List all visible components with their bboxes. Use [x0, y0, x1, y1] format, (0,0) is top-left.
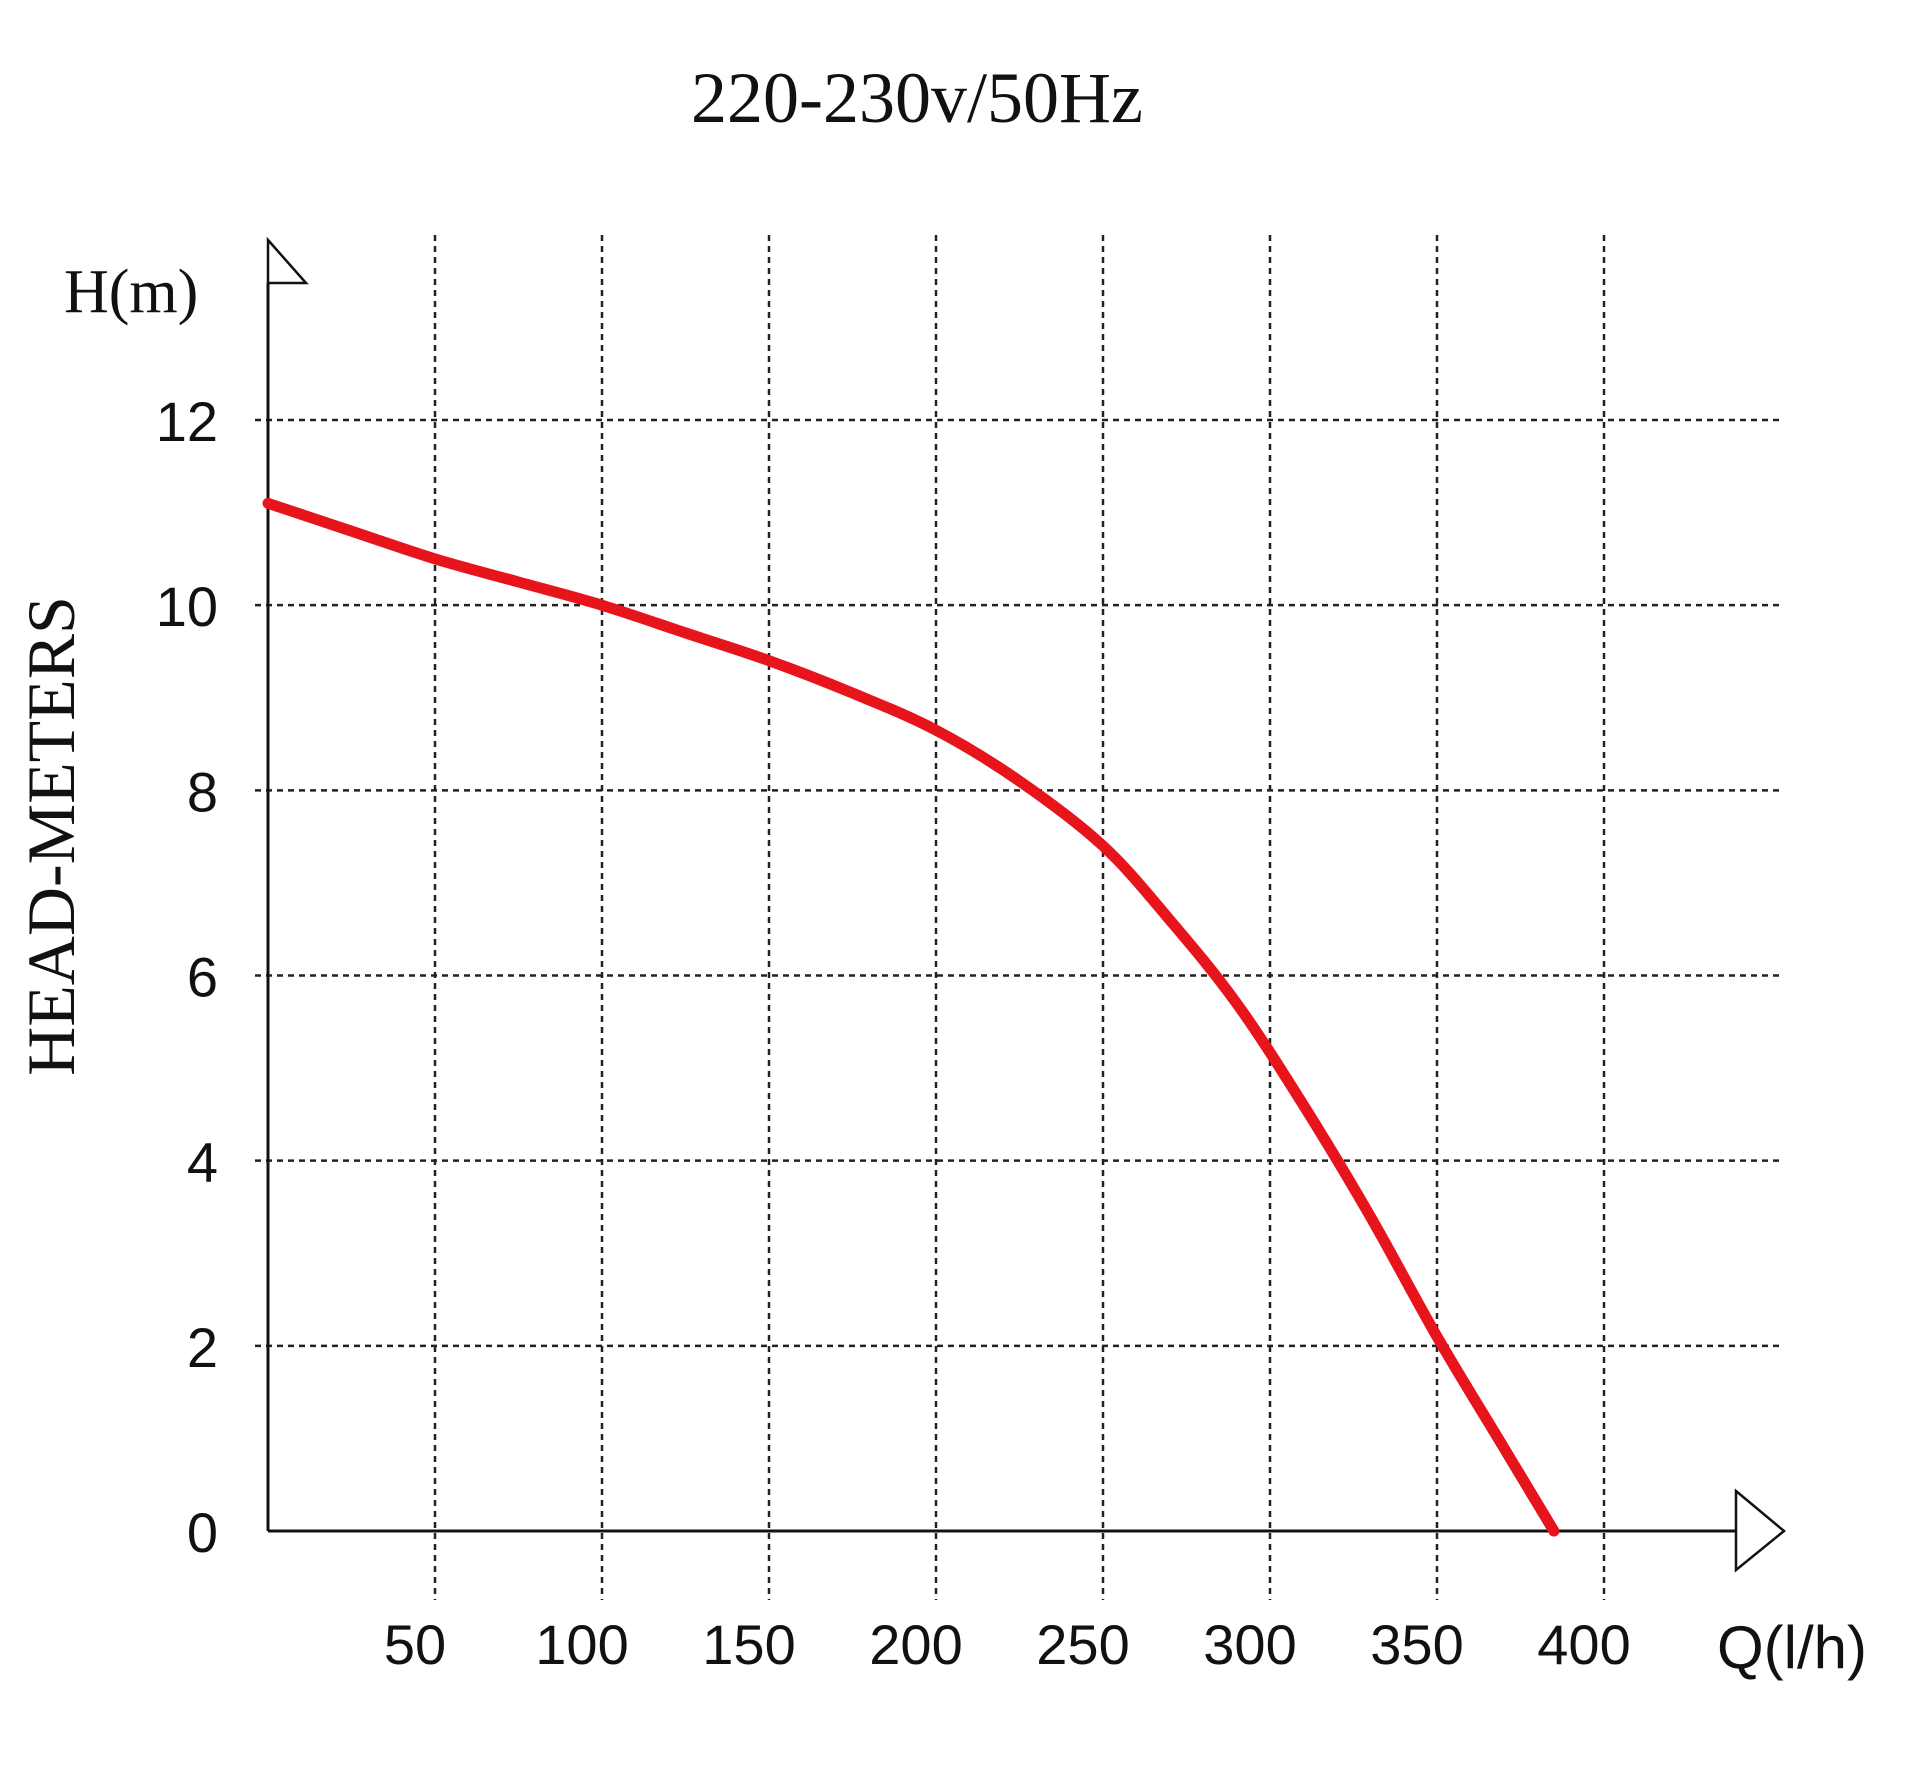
y-tick-label: 2 — [187, 1316, 218, 1379]
x-tick-label: 400 — [1537, 1613, 1630, 1676]
x-tick-label: 150 — [702, 1613, 795, 1676]
x-tick-label: 100 — [535, 1613, 628, 1676]
axes — [266, 236, 1786, 1573]
y-tick-label: 6 — [187, 946, 218, 1009]
tick-labels: 50 100 150 200 250 300 350 400 0 2 4 6 8 10 12 — [156, 390, 1631, 1676]
grid — [255, 235, 1780, 1600]
y-tick-label: 8 — [187, 760, 218, 823]
x-axis-name: Q(l/h) — [1717, 1614, 1867, 1681]
y-axis-arrow — [266, 236, 309, 285]
y-tick-label: 12 — [156, 390, 218, 453]
pump-curve-line-0 — [262, 497, 1560, 1537]
x-tick-label: 50 — [384, 1613, 446, 1676]
y-tick-label: 10 — [156, 575, 218, 638]
chart-title: 220-230v/50Hz — [691, 58, 1143, 138]
x-tick-label: 350 — [1370, 1613, 1463, 1676]
x-tick-label: 200 — [869, 1613, 962, 1676]
series-group — [262, 497, 1560, 1537]
y-axis-title: HEAD-METERS — [13, 596, 89, 1076]
x-tick-label: 250 — [1036, 1613, 1129, 1676]
y-tick-label: 0 — [187, 1501, 218, 1564]
y-tick-label: 4 — [187, 1131, 218, 1194]
x-tick-label: 300 — [1203, 1613, 1296, 1676]
y-axis-name: H(m) — [64, 258, 198, 326]
x-axis-arrow — [1734, 1488, 1786, 1573]
